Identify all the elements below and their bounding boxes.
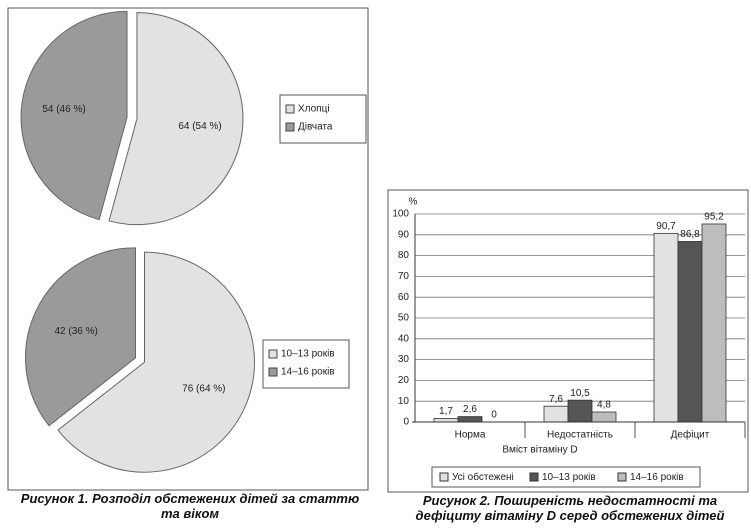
legend-swatch [285,122,295,132]
value-label: 86,8 [680,229,700,240]
y-tick-label: 80 [398,250,410,261]
y-tick-label: 100 [392,209,409,220]
y-tick-label: 40 [398,333,410,344]
bar [653,232,679,423]
pie-slice [20,10,128,221]
y-tick-label: 60 [398,292,410,303]
caption-box: Рисунок 1. Розподіл обстежених дітей за … [20,491,360,521]
value-label: 2,6 [463,404,477,415]
value-label: 90,7 [656,221,676,232]
pie-slice [108,12,244,226]
x-tick-label: Недостатність [547,430,613,441]
slice-label: 64 (54 %) [178,121,221,132]
bar [543,405,569,423]
x-tick-label: Норма [455,430,486,441]
bar [701,223,727,423]
y-tick-label: 70 [398,271,410,282]
legend-label: 10–13 років [542,472,596,483]
value-label: 7,6 [549,394,563,405]
slice-label: 42 (36 %) [54,326,97,337]
legend-swatch [268,367,278,377]
caption: Рисунок 1. Розподіл обстежених дітей за … [20,491,360,521]
value-label: 95,2 [704,212,724,223]
legend-label: 14–16 років [630,472,684,483]
y-tick-label: 30 [398,354,410,365]
slice-label: 76 (64 %) [182,383,225,394]
legend-swatch [617,472,627,482]
pie-slice [25,247,137,427]
legend-label: Хлопці [298,104,330,115]
value-label: 1,7 [439,406,453,417]
y-tick-label: 50 [398,313,410,324]
x-tick-label: Дефіцит [671,429,710,441]
y-tick-label: 20 [398,375,410,386]
bar [677,241,703,423]
y-axis-label: % [409,197,418,208]
legend-label: Усі обстежені [452,471,514,483]
legend-swatch [529,472,539,482]
figure-frame [387,189,749,493]
value-label: 10,5 [570,388,590,399]
legend-swatch [439,472,449,482]
legend-label: 14–16 років [281,367,335,378]
legend-label: Дівчата [298,122,333,133]
bar [591,411,617,423]
caption: Рисунок 2. Поширеність недостатності та … [415,493,725,523]
caption-box: Рисунок 2. Поширеність недостатності та … [415,493,725,523]
bar [457,416,483,423]
legend-label: 10–13 років [281,349,335,360]
x-axis-label: Вміст вітаміну D [502,445,577,456]
legend-swatch [285,104,295,114]
bar [433,418,459,423]
legend-box [262,339,350,389]
y-tick-label: 90 [398,229,410,240]
y-tick-label: 10 [398,396,410,407]
slice-label: 54 (46 %) [42,104,85,115]
bar [567,399,593,423]
legend-box [279,94,367,144]
value-label: 0 [491,410,497,421]
value-label: 4,8 [597,400,611,411]
y-tick-label: 0 [403,417,409,428]
legend-box [431,466,701,488]
pie-slice [57,251,255,473]
legend-swatch [268,349,278,359]
figure-frame [7,7,369,491]
